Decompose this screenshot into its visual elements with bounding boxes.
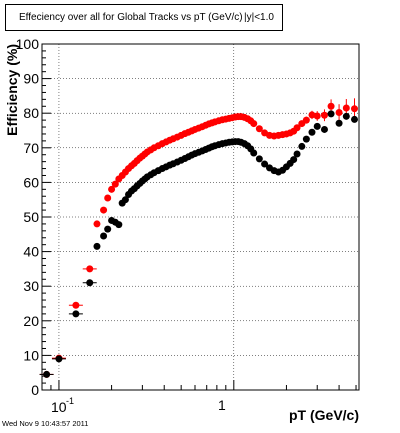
data-point xyxy=(320,125,328,133)
y-tick-label: 30 xyxy=(23,278,39,294)
data-point xyxy=(335,109,343,117)
axis-ticks xyxy=(41,43,357,391)
y-tick-label: 0 xyxy=(31,382,39,398)
data-point xyxy=(104,225,112,233)
data-point xyxy=(313,112,321,120)
data-point xyxy=(121,196,129,204)
data-point xyxy=(302,116,310,124)
data-point xyxy=(350,115,358,123)
chart-title-box: Effeciency over all for Global Tracks vs… xyxy=(5,4,283,31)
data-point xyxy=(350,105,358,113)
data-point xyxy=(72,310,80,318)
data-point xyxy=(298,142,306,150)
data-point xyxy=(290,156,298,164)
data-point xyxy=(86,265,94,273)
data-point xyxy=(335,119,343,127)
data-point xyxy=(293,150,301,158)
data-point xyxy=(250,120,258,128)
data-point xyxy=(261,160,269,168)
data-point xyxy=(115,221,123,229)
grid-lines xyxy=(42,44,359,390)
data-point xyxy=(108,185,116,193)
data-point xyxy=(100,206,108,214)
data-point xyxy=(111,180,119,188)
y-tick-labels: 0 10 20 30 40 50 60 70 80 90 100 xyxy=(16,36,40,398)
data-point xyxy=(250,149,258,157)
y-tick-label: 70 xyxy=(23,140,39,156)
y-tick-label: 20 xyxy=(23,313,39,329)
chart-title: Effeciency over all for Global Tracks vs… xyxy=(19,12,243,23)
y-tick-label: 10 xyxy=(23,347,39,363)
series-0 xyxy=(39,98,358,378)
data-point xyxy=(100,232,108,240)
data-point xyxy=(320,111,328,119)
data-point xyxy=(93,220,101,228)
y-tick-label: 60 xyxy=(23,174,39,190)
x-axis-label: pT (GeV/c) xyxy=(289,407,359,423)
series-1 xyxy=(39,110,358,378)
y-tick-label: 100 xyxy=(16,36,40,52)
data-point xyxy=(308,111,316,119)
y-tick-label: 80 xyxy=(23,105,39,121)
data-point xyxy=(293,124,301,132)
data-point xyxy=(104,194,112,202)
y-tick-label: 50 xyxy=(23,209,39,225)
y-tick-label: 40 xyxy=(23,244,39,260)
timestamp: Wed Nov 9 10:43:57 2011 xyxy=(2,419,89,428)
data-series xyxy=(39,98,358,378)
data-point xyxy=(55,355,63,363)
data-point xyxy=(255,125,263,133)
data-point xyxy=(86,279,94,287)
y-axis-label: Efficiency (%) xyxy=(4,44,20,136)
data-point xyxy=(327,110,335,118)
data-point xyxy=(327,102,335,110)
chart-title-overlay: |y|<1.0 xyxy=(244,12,274,23)
data-point xyxy=(342,112,350,120)
data-point xyxy=(43,370,51,378)
plot-frame xyxy=(41,43,360,391)
data-point xyxy=(72,301,80,309)
data-point xyxy=(342,104,350,112)
data-point xyxy=(93,242,101,250)
data-point xyxy=(255,155,263,163)
x-tick-label-1: 1 xyxy=(218,397,226,413)
x-tick-label-10: 10 xyxy=(51,399,67,415)
data-point xyxy=(313,122,321,130)
data-point xyxy=(302,135,310,143)
x-tick-label-exp: -1 xyxy=(66,396,74,406)
data-point xyxy=(308,128,316,136)
y-tick-label: 90 xyxy=(23,71,39,87)
